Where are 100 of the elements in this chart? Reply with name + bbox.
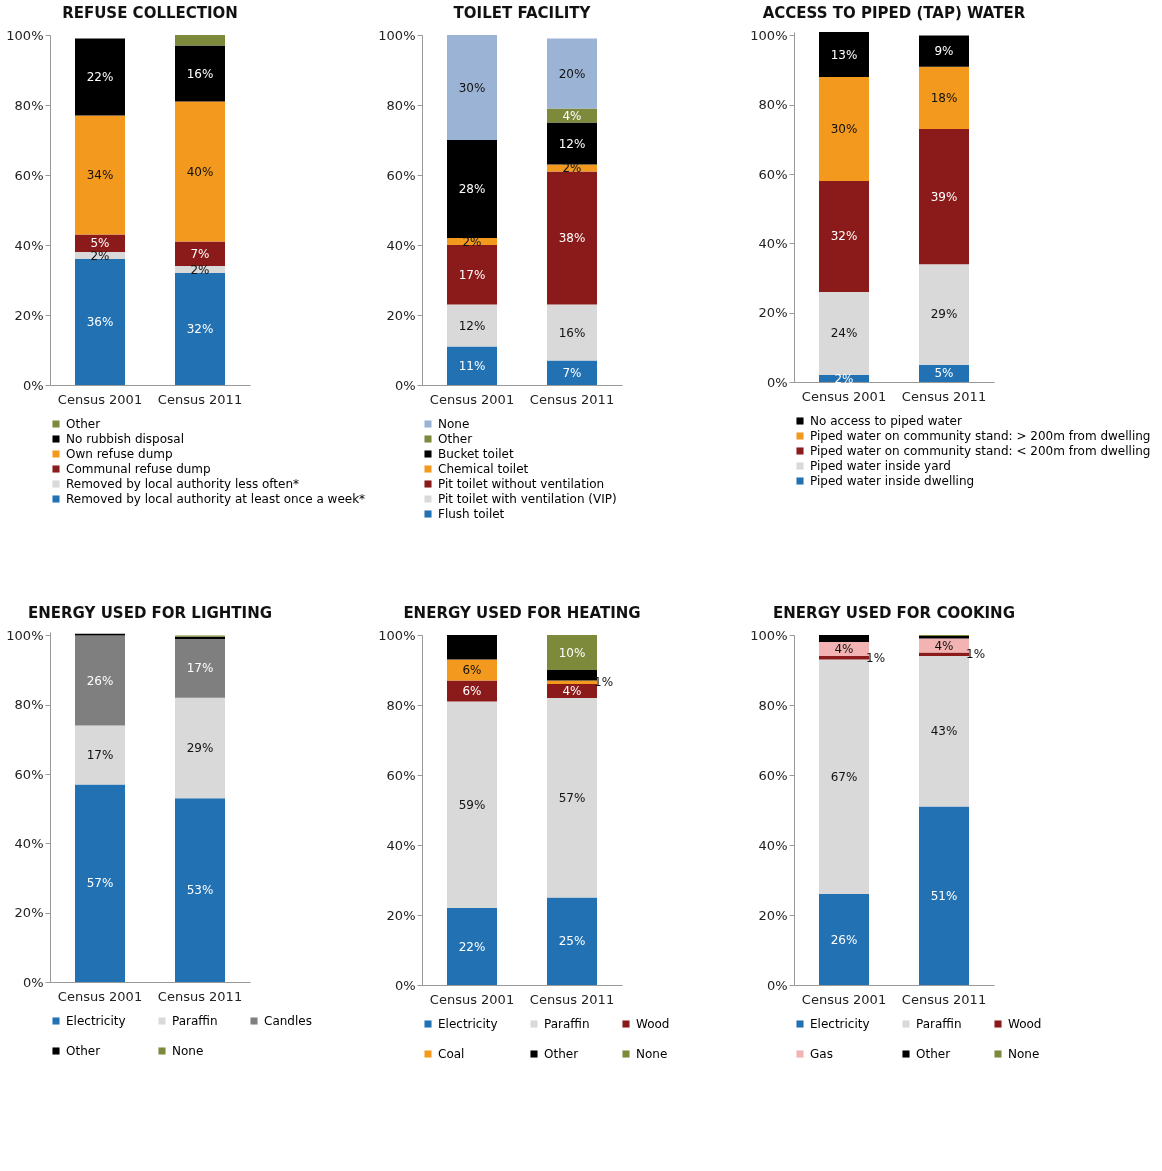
data-label: 7%: [190, 246, 210, 261]
legend-label: None: [636, 1047, 668, 1061]
y-tick-label: 100%: [750, 27, 788, 43]
bar: [819, 77, 869, 182]
legend-label: Other: [916, 1047, 951, 1061]
legend-label: Removed by local authority less often*: [66, 477, 300, 491]
data-label: 4%: [562, 108, 582, 123]
data-label: 10%: [558, 645, 586, 660]
y-tick-label: 40%: [14, 237, 44, 253]
data-label: 57%: [558, 790, 586, 805]
chart-title: REFUSE COLLECTION: [62, 4, 238, 22]
legend-label: None: [1008, 1047, 1040, 1061]
bar: [819, 291, 869, 376]
legend-label: Piped water on community stand: < 200m from dwelling: [810, 444, 1151, 458]
data-label: 2%: [834, 371, 854, 386]
legend-label: Electricity: [438, 1017, 498, 1031]
chart-title: ENERGY USED FOR LIGHTING: [27, 604, 273, 623]
data-label: 29%: [186, 741, 214, 756]
bar: [175, 45, 225, 102]
bar: [919, 264, 969, 365]
bar: [547, 171, 597, 305]
bar: [547, 670, 597, 681]
bar: [175, 241, 225, 266]
y-tick-label: 60%: [386, 167, 416, 183]
y-tick-label: 0%: [394, 977, 416, 993]
data-label: 36%: [86, 315, 114, 329]
bar: [819, 894, 869, 985]
legend-label: Own refuse dump: [66, 447, 173, 461]
data-label: 17%: [86, 748, 114, 763]
data-label: 30%: [830, 122, 858, 137]
bar: [547, 122, 597, 165]
y-tick-label: 60%: [758, 166, 788, 182]
legend-label: Other: [438, 432, 473, 446]
x-tick-label: Census 2001: [57, 391, 143, 407]
y-tick-label: 0%: [22, 377, 44, 393]
x-tick-label: Census 2001: [429, 391, 515, 407]
chart-title: TOILET FACILITY: [453, 4, 592, 22]
bar: [447, 304, 497, 347]
x-tick-label: Census 2011: [901, 991, 987, 1007]
y-tick-label: 80%: [386, 697, 416, 713]
data-label: 2%: [462, 234, 482, 249]
bar: [819, 181, 869, 292]
data-label: 18%: [930, 90, 958, 105]
data-label: 25%: [558, 934, 586, 949]
bar: [75, 784, 125, 982]
data-label: 5%: [90, 236, 110, 251]
legend-label: Communal refuse dump: [66, 462, 211, 476]
bar: [175, 798, 225, 982]
data-label: 17%: [458, 267, 486, 282]
bar: [447, 346, 497, 385]
data-label: 26%: [830, 932, 858, 947]
chart-title: ENERGY USED FOR HEATING: [403, 604, 641, 622]
legend-label: Wood: [636, 1017, 670, 1031]
bar: [447, 659, 497, 681]
y-tick-label: 40%: [386, 237, 416, 253]
y-tick-label: 20%: [758, 907, 788, 923]
y-tick-label: 40%: [758, 235, 788, 251]
legend-label: Candles: [264, 1014, 312, 1028]
x-tick-label: Census 2011: [901, 388, 987, 404]
y-tick-label: 20%: [14, 905, 44, 921]
legend-label: Pit toilet with ventilation (VIP): [438, 492, 617, 506]
bar: [919, 66, 969, 130]
bar: [75, 115, 125, 235]
data-label: 17%: [186, 661, 214, 676]
data-label: 34%: [86, 168, 114, 182]
x-tick-label: Census 2011: [529, 991, 615, 1007]
bar: [175, 697, 225, 799]
bar: [447, 635, 497, 660]
bar: [175, 101, 225, 242]
data-label: 6%: [462, 684, 482, 698]
legend-label: Flush toilet: [438, 507, 505, 521]
data-label: 12%: [558, 136, 586, 151]
legend-label: Bucket toilet: [438, 447, 514, 461]
legend-label: Electricity: [810, 1017, 870, 1031]
data-label: 39%: [930, 189, 958, 204]
data-label: 16%: [186, 66, 214, 81]
x-tick-label: Census 2001: [57, 988, 143, 1004]
y-tick-label: 20%: [386, 907, 416, 923]
data-label: 32%: [186, 322, 214, 336]
y-tick-label: 20%: [386, 307, 416, 323]
data-label: 57%: [86, 876, 114, 891]
y-tick-label: 0%: [766, 374, 788, 390]
data-label: 4%: [562, 684, 582, 698]
y-tick-label: 100%: [6, 627, 44, 643]
bar: [819, 656, 869, 660]
legend-label: Other: [66, 417, 101, 431]
data-label: 1%: [866, 650, 886, 665]
bar: [547, 360, 597, 385]
bar: [175, 638, 225, 698]
data-label: 51%: [930, 888, 958, 903]
bar: [75, 38, 125, 116]
bar: [75, 259, 125, 385]
y-tick-label: 80%: [758, 697, 788, 713]
x-tick-label: Census 2001: [429, 991, 515, 1007]
legend-label: Paraffin: [544, 1017, 590, 1031]
data-label: 30%: [458, 80, 486, 95]
data-label: 6%: [462, 663, 482, 677]
y-tick-label: 80%: [758, 97, 788, 113]
x-tick-label: Census 2011: [529, 391, 615, 407]
data-label: 2%: [562, 161, 582, 175]
